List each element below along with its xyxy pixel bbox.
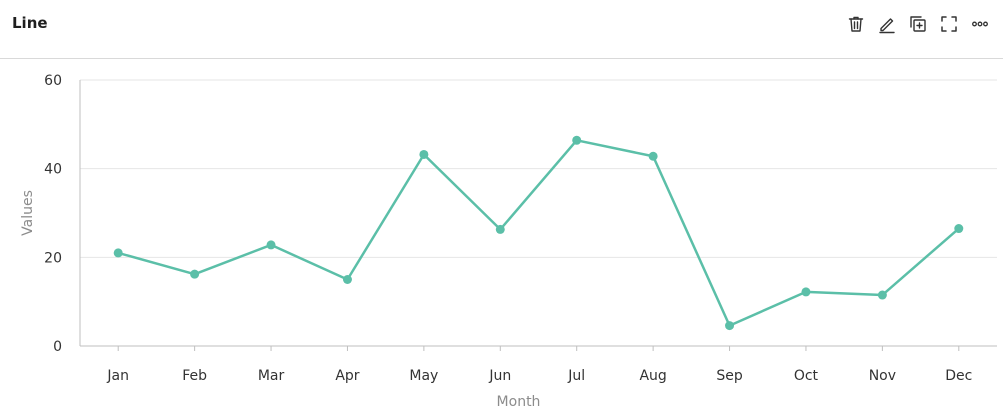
- data-point: [725, 321, 735, 331]
- x-tick-label: Aug: [639, 368, 666, 384]
- y-tick-label: 0: [53, 339, 62, 355]
- duplicate-icon[interactable]: [907, 13, 929, 35]
- panel-header: Line: [0, 0, 1003, 59]
- x-tick-label: Jun: [488, 368, 511, 384]
- x-tick-label: May: [409, 368, 438, 384]
- data-point: [572, 135, 582, 145]
- data-point: [190, 269, 200, 279]
- x-tick-label: Sep: [716, 368, 743, 384]
- x-tick-label: Oct: [794, 368, 819, 384]
- x-tick-label: Jan: [106, 368, 129, 384]
- x-tick-label: Mar: [258, 368, 285, 384]
- y-axis-title: Values: [20, 190, 36, 236]
- panel-title: Line: [12, 14, 48, 32]
- line-chart: 0 20 40 60 Jan Feb Mar Apr May Jun Jul Aug Sep Oct Nov…: [20, 73, 997, 410]
- x-tick-label: Nov: [869, 368, 896, 384]
- data-point: [801, 287, 811, 297]
- data-point: [266, 240, 276, 250]
- data-point: [495, 224, 505, 234]
- data-point: [877, 290, 887, 300]
- data-point: [954, 224, 964, 234]
- pencil-icon[interactable]: [876, 13, 898, 35]
- y-tick-label: 40: [44, 162, 62, 178]
- data-point: [113, 248, 123, 258]
- more-icon[interactable]: [969, 13, 991, 35]
- fullscreen-icon[interactable]: [938, 13, 960, 35]
- x-axis-title: Month: [497, 394, 541, 410]
- x-tick-label: Dec: [945, 368, 972, 384]
- panel-toolbar: [845, 13, 991, 35]
- y-tick-label: 20: [44, 250, 62, 266]
- series-line: [116, 139, 961, 327]
- data-point: [648, 151, 658, 161]
- data-point: [342, 275, 352, 284]
- x-tick-label: Jul: [567, 368, 585, 384]
- trash-icon[interactable]: [845, 13, 867, 35]
- data-point: [419, 149, 429, 159]
- x-tick-label: Feb: [182, 368, 207, 384]
- y-tick-label: 60: [44, 73, 62, 89]
- x-tick-label: Apr: [335, 368, 359, 384]
